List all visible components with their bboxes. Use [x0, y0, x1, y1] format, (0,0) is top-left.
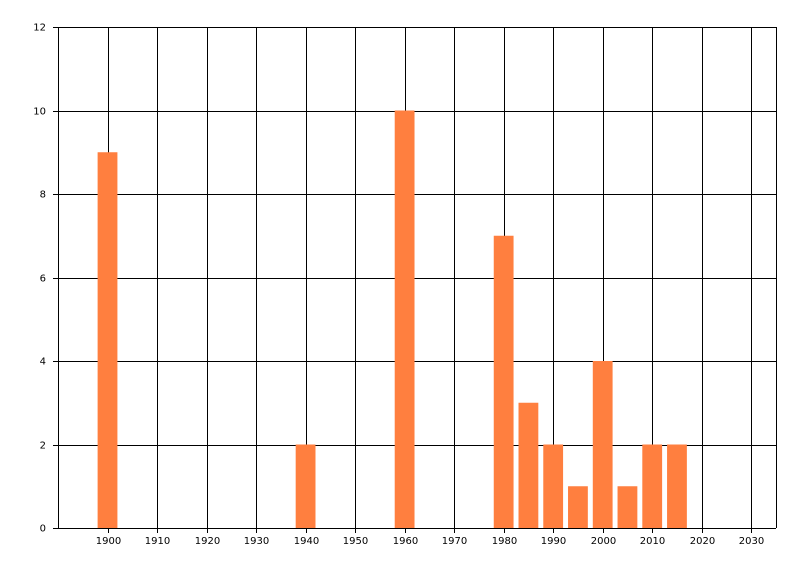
bar — [667, 444, 687, 528]
x-tick-label: 1960 — [393, 536, 418, 547]
x-tick-label: 1920 — [195, 536, 220, 547]
bar — [394, 110, 415, 528]
bar — [518, 402, 539, 528]
y-tick-label: 12 — [33, 23, 46, 34]
bar — [617, 486, 638, 528]
y-tick-label: 6 — [40, 274, 46, 285]
x-tick-label: 1970 — [442, 536, 467, 547]
y-tick-label: 4 — [40, 357, 46, 368]
bar — [493, 235, 514, 528]
x-tick-label: 2000 — [591, 536, 616, 547]
x-tick-label: 1990 — [541, 536, 566, 547]
bar — [568, 486, 588, 528]
x-tick-label: 1940 — [294, 536, 319, 547]
x-tick-label: 1900 — [96, 536, 121, 547]
bar — [295, 444, 316, 528]
x-tick-label: 2010 — [640, 536, 665, 547]
x-tick-label: 1930 — [244, 536, 269, 547]
y-tick-label: 0 — [40, 524, 46, 535]
x-tick-label: 1950 — [343, 536, 368, 547]
bar — [592, 361, 613, 528]
x-tick-label: 1980 — [492, 536, 517, 547]
bar — [543, 444, 564, 528]
y-tick-label: 8 — [40, 190, 46, 201]
x-tick-label: 1910 — [145, 536, 170, 547]
x-tick-label: 2030 — [739, 536, 764, 547]
y-tick-label: 10 — [33, 107, 46, 118]
x-tick-label: 2020 — [690, 536, 715, 547]
bar — [642, 444, 663, 528]
bar — [97, 152, 118, 528]
y-tick-label: 2 — [40, 441, 46, 452]
